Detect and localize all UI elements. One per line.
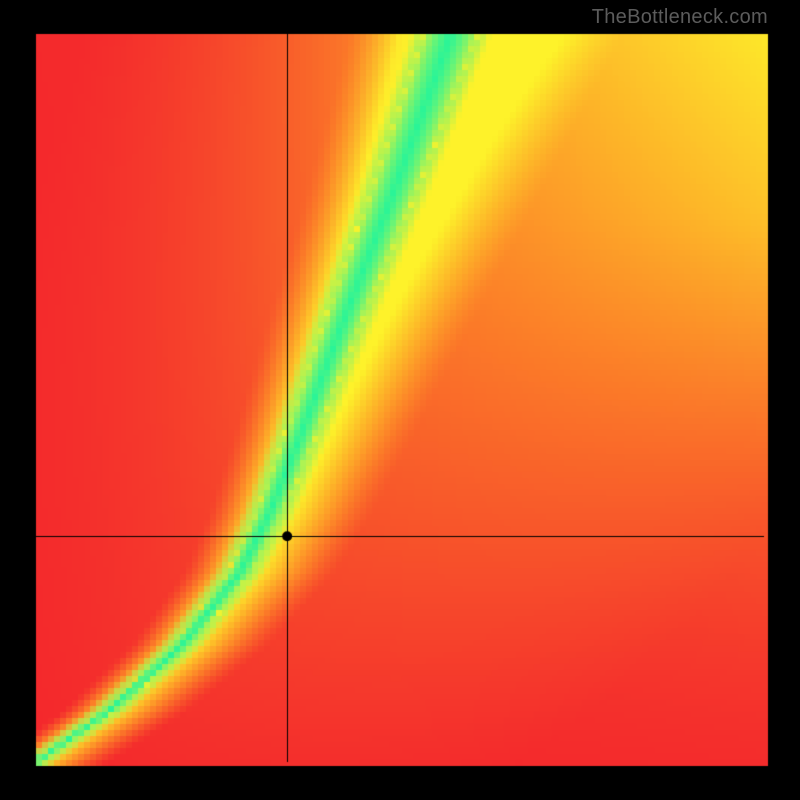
watermark-label: TheBottleneck.com (592, 6, 768, 29)
bottleneck-heatmap-canvas (0, 0, 800, 800)
